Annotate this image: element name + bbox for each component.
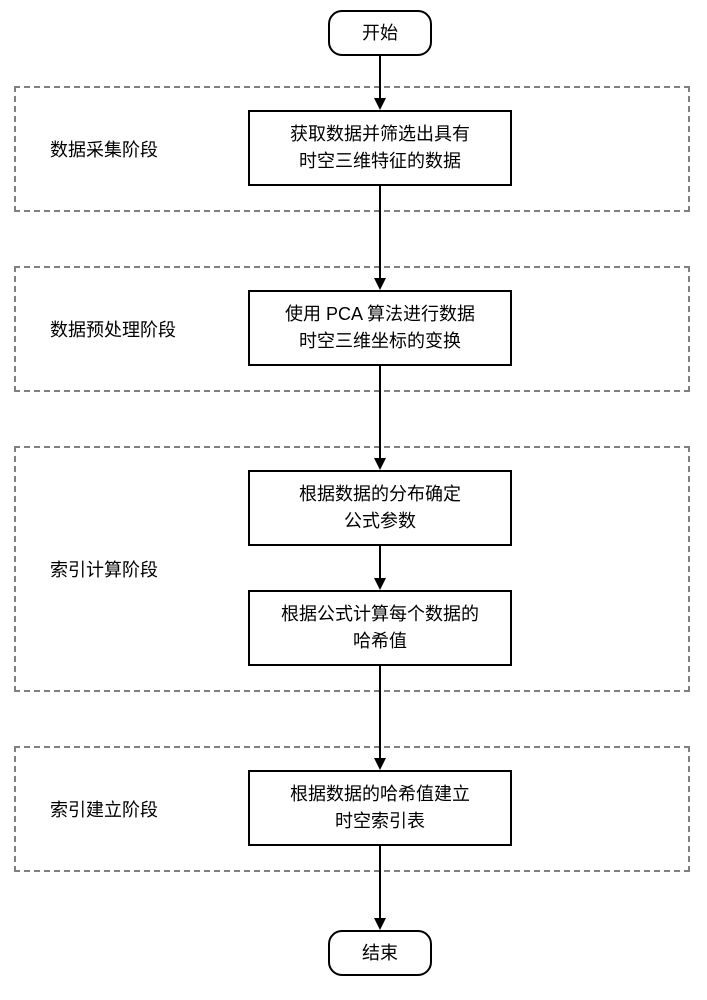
node-calc-params: 根据数据的分布确定公式参数	[248, 470, 512, 546]
node-calc-hash: 根据公式计算每个数据的哈希值	[248, 590, 512, 666]
node-label-start: 开始	[362, 20, 398, 47]
node-end: 结束	[328, 930, 432, 976]
node-label-preprocess: 使用 PCA 算法进行数据时空三维坐标的变换	[285, 301, 475, 355]
phase-label-phase-3: 索引计算阶段	[50, 556, 158, 582]
node-label-end: 结束	[362, 940, 398, 967]
node-collect: 获取数据并筛选出具有时空三维特征的数据	[248, 110, 512, 186]
node-build-index: 根据数据的哈希值建立时空索引表	[248, 770, 512, 846]
phase-label-phase-4: 索引建立阶段	[50, 796, 158, 822]
node-label-collect: 获取数据并筛选出具有时空三维特征的数据	[290, 121, 470, 175]
node-start: 开始	[328, 10, 432, 56]
node-preprocess: 使用 PCA 算法进行数据时空三维坐标的变换	[248, 290, 512, 366]
node-label-build-index: 根据数据的哈希值建立时空索引表	[290, 781, 470, 835]
phase-label-phase-1: 数据采集阶段	[50, 136, 158, 162]
phase-label-phase-2: 数据预处理阶段	[50, 316, 176, 342]
flowchart-canvas: 数据采集阶段数据预处理阶段索引计算阶段索引建立阶段 开始获取数据并筛选出具有时空三…	[0, 0, 707, 1000]
node-label-calc-hash: 根据公式计算每个数据的哈希值	[281, 601, 479, 655]
node-label-calc-params: 根据数据的分布确定公式参数	[299, 481, 461, 535]
